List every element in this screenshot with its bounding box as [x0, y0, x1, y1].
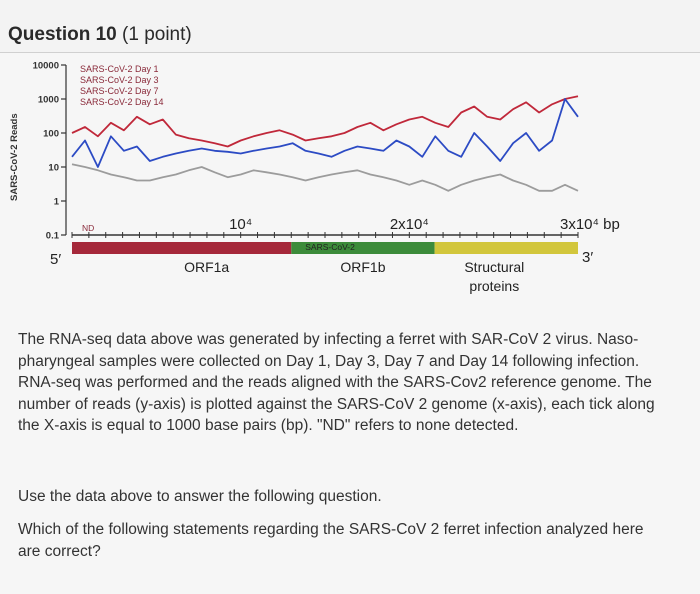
genome-region-bar: [72, 242, 292, 254]
y-axis-label: SARS-CoV-2 Reads: [9, 113, 20, 201]
instruction-paragraph: Use the data above to answer the followi…: [18, 488, 382, 505]
question-title: Question 10 (1 point): [8, 24, 192, 46]
y-axis: 10000 1000 100 10 1 0.1 SARS-CoV-2 Reads: [9, 61, 67, 242]
series-line-sars-cov-2-day-7: [71, 98, 579, 168]
region-label-structural: Structural: [464, 259, 524, 275]
x-tick-label: 2x10⁴: [390, 216, 429, 233]
y-tick-label: 10000: [33, 61, 59, 72]
series-lines: [71, 95, 579, 192]
y-tick-label: 100: [43, 129, 59, 140]
genome-region-bar: [291, 242, 435, 254]
series-line-sars-cov-2-day-3: [71, 95, 579, 148]
nd-label: ND: [82, 223, 94, 233]
legend-entry: SARS-CoV-2 Day 7: [80, 86, 159, 96]
rnaseq-chart: 10000 1000 100 10 1 0.1 SARS-CoV-2 Reads SARS-…: [9, 61, 620, 295]
question-points: (1 point): [122, 24, 192, 45]
y-tick-label: 10: [48, 163, 59, 174]
genome-map: 5′ 3′ SARS-CoV-2 ORF1a ORF1b Structural protei…: [50, 242, 593, 294]
three-prime-label: 3′: [582, 249, 593, 266]
x-tick-label: 3x10⁴ bp: [560, 216, 620, 233]
region-label-proteins: proteins: [469, 278, 519, 294]
genome-bar-label: SARS-CoV-2: [305, 242, 355, 252]
question-number: Question 10: [8, 24, 117, 45]
legend-entry: SARS-CoV-2 Day 14: [80, 97, 164, 107]
question-prompt: Which of the following statements regard…: [18, 521, 644, 560]
question-header: Question 10 (1 point): [0, 0, 700, 53]
y-tick-label: 1000: [38, 95, 59, 106]
genome-region-bar: [434, 242, 578, 254]
legend-entry: SARS-CoV-2 Day 3: [80, 75, 159, 85]
y-tick-label: 0.1: [46, 231, 60, 242]
series-line-sars-cov-2-day-14: [71, 163, 579, 192]
x-tick-label: 10⁴: [229, 216, 252, 233]
five-prime-label: 5′: [50, 251, 61, 268]
legend-entry: SARS-CoV-2 Day 1: [80, 64, 159, 74]
y-tick-label: 1: [54, 197, 60, 208]
x-axis: ND 10⁴ 2x10⁴ 3x10⁴ bp: [71, 216, 620, 238]
region-label-orf1a: ORF1a: [184, 259, 229, 275]
description-paragraph: The RNA-seq data above was generated by …: [18, 331, 655, 434]
region-label-orf1b: ORF1b: [340, 259, 385, 275]
